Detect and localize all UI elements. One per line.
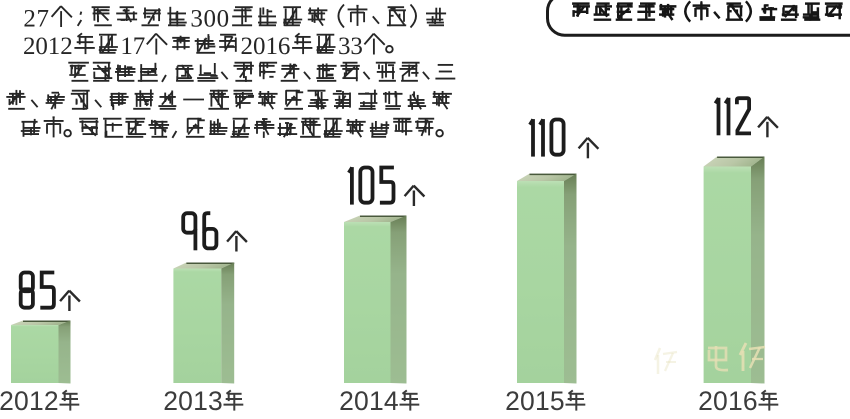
svg-text:0: 0: [204, 6, 217, 33]
svg-text:2: 2: [23, 33, 36, 60]
svg-text:1: 1: [265, 33, 278, 60]
svg-text:7: 7: [37, 6, 50, 33]
svg-text:0: 0: [217, 6, 230, 33]
svg-text:1: 1: [120, 33, 133, 60]
svg-text:3: 3: [338, 33, 351, 60]
svg-text:2: 2: [241, 33, 254, 60]
svg-text:2: 2: [23, 6, 36, 33]
svg-text:2013: 2013: [163, 386, 223, 416]
svg-text:0: 0: [35, 33, 48, 60]
svg-text:3: 3: [190, 6, 203, 33]
svg-text:1: 1: [48, 33, 61, 60]
svg-text:3: 3: [350, 33, 363, 60]
svg-text:6: 6: [278, 33, 291, 60]
svg-text:2014: 2014: [339, 386, 399, 416]
svg-text:2016: 2016: [698, 386, 758, 416]
svg-text:2012: 2012: [0, 386, 59, 416]
svg-text:2015: 2015: [505, 386, 565, 416]
svg-text:2: 2: [60, 33, 73, 60]
svg-text:0: 0: [253, 33, 266, 60]
svg-text:7: 7: [133, 33, 146, 60]
